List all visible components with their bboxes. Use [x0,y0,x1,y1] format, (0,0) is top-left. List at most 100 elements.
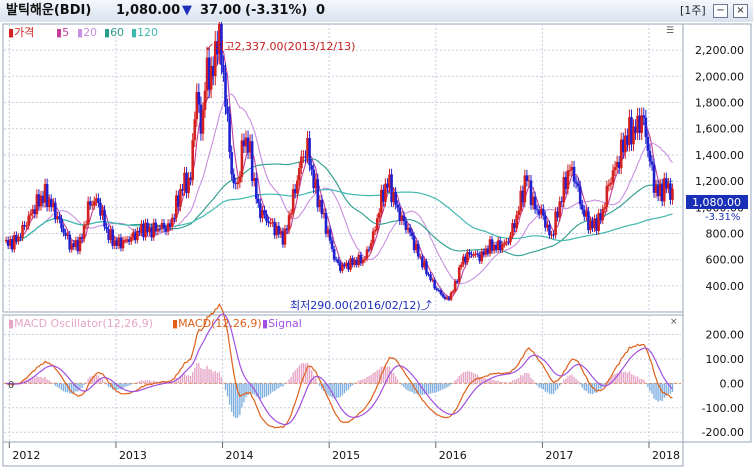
candle-body [375,218,379,230]
price-tick-label: 1,200.00 [695,175,744,188]
candle-body [287,215,291,231]
candle-body [289,213,293,216]
macd-tick-label: 0.00 [720,377,745,390]
candle-body [257,198,260,204]
candle-body [556,211,559,218]
candle-body [380,189,383,213]
candle-body [293,189,297,194]
candle-body [172,217,176,219]
candle-body [384,183,387,202]
candle-body [49,199,53,208]
candle-body [29,213,33,216]
candle-body [267,221,270,223]
candle-body [500,244,504,251]
candle-body [447,297,451,300]
candle-body [667,183,670,188]
candle-body [320,200,324,215]
candle-body [95,198,98,202]
candle-body [609,182,613,185]
candle-body [148,227,151,233]
candle-body [254,178,258,199]
candle-body [671,188,674,200]
macd-zero-label: 0 [8,380,14,391]
legend-ma120: ▮120 [131,26,158,39]
candle-body [246,137,250,153]
candle-body [43,183,47,203]
candle-body [273,222,277,236]
candle-body [228,113,231,153]
candle-body [328,229,332,241]
candle-body [295,180,299,194]
candle-body [562,177,566,203]
candle-body [371,231,375,244]
candle-body [665,178,668,188]
title-bar: 발틱해운(BDI) 1,080.00 ▼ 37.00 (-3.31%) 0 [1… [0,0,753,23]
candle-body [80,237,84,240]
period-button[interactable]: [1주] [680,4,706,17]
last-price-tag [686,195,748,209]
candle-body [314,179,318,189]
candle-body [464,256,467,263]
candle-body [318,200,322,208]
candle-body [402,215,406,222]
legend-ma60: ▮60 [104,26,124,39]
candle-body [349,258,352,270]
candle-body [166,223,170,232]
x-tick-label: 2013 [119,449,147,462]
candle-body [56,216,59,220]
candle-body [640,115,644,133]
candle-body [121,239,125,249]
candle-body [304,156,307,158]
candle-body [17,236,20,242]
candle-body [199,104,203,134]
candle-body [240,140,244,177]
candle-body [363,258,367,260]
minimize-icon[interactable]: − [713,4,728,18]
candle-body [373,229,377,232]
candle-body [624,135,627,153]
candle-body [468,252,471,255]
panel-close-icon[interactable]: × [670,317,678,327]
candle-body [322,212,326,215]
candle-body [142,224,145,238]
candle-body [519,190,523,211]
candle-body [599,213,603,220]
x-tick-label: 2018 [652,449,680,462]
candle-body [97,198,100,203]
candle-body [478,254,482,262]
candle-body [140,224,143,233]
close-icon[interactable]: × [733,4,748,18]
candle-body [92,201,96,205]
candle-body [431,279,434,281]
candle-body [357,254,361,266]
candle-body [535,209,539,211]
candle-body [359,254,363,264]
candle-body [8,239,12,246]
candle-body [125,239,129,241]
candle-body [113,240,117,246]
volume: 0 [316,3,326,18]
price-tick-label: 600.00 [706,254,745,267]
candle-body [150,227,154,238]
candle-body [521,190,525,203]
candle-body [232,174,236,184]
candle-body [21,224,24,238]
candle-body [564,177,568,190]
candle-body [316,179,320,208]
candle-body [269,222,272,224]
candle-body [35,194,39,214]
candle-body [654,185,658,193]
panel-menu-icon[interactable]: ☰ [666,26,674,36]
candle-body [558,201,562,218]
candle-body [326,229,330,234]
candle-body [10,239,14,250]
candle-body [250,141,254,181]
legend-macd: ▮MACD(12,26,9) [172,317,262,330]
candle-body [242,140,246,147]
candle-body [390,174,393,203]
candle-body [595,218,598,231]
candle-body [523,175,527,203]
candle-body [54,202,57,220]
candle-body [587,211,590,231]
